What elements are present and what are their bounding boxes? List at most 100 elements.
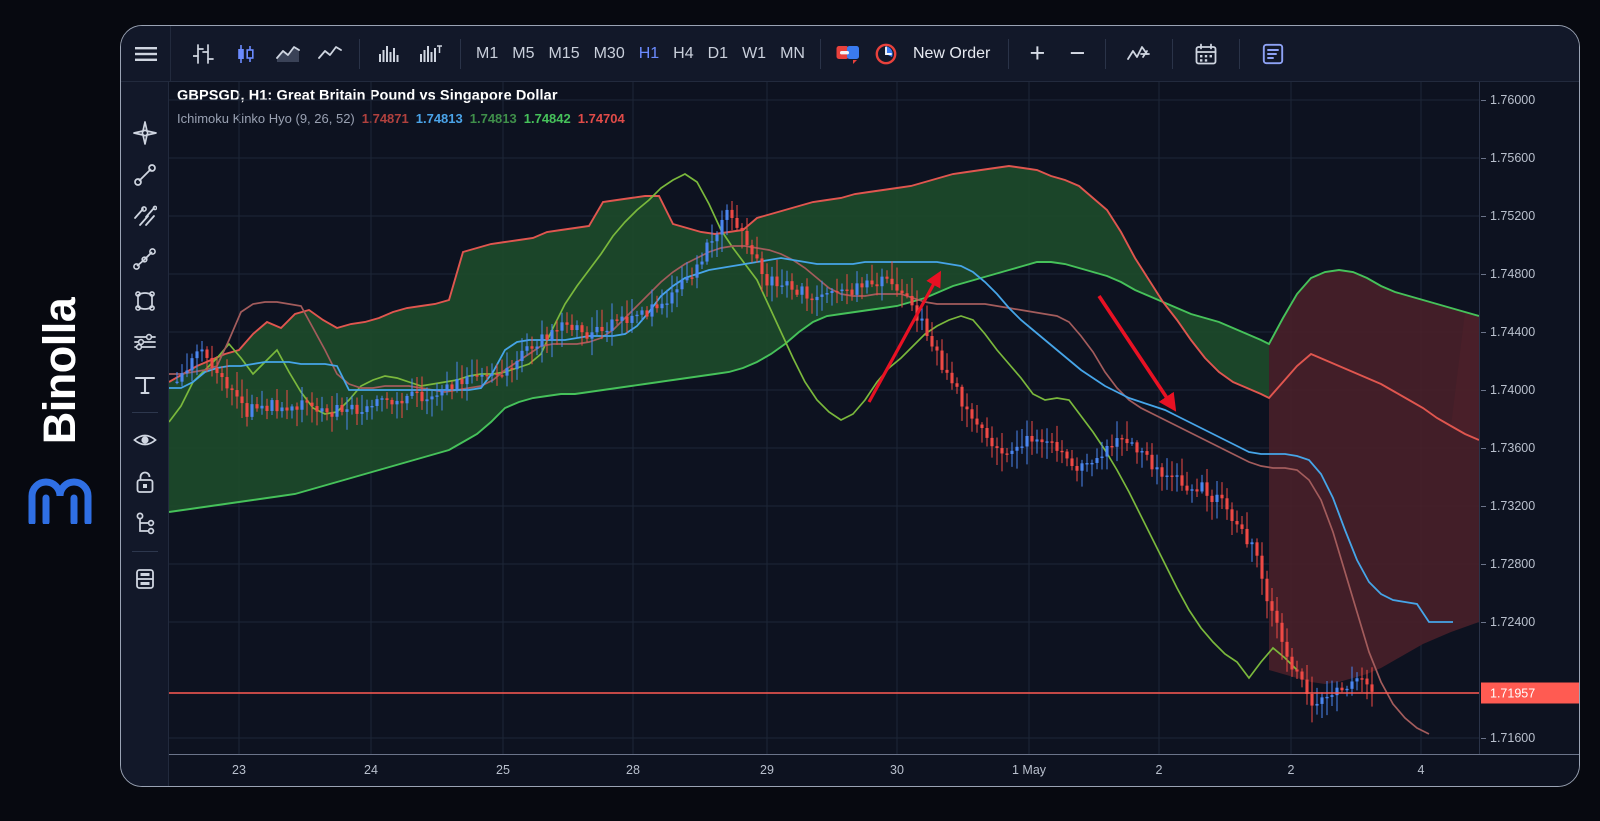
eye-visibility-icon[interactable]: [121, 419, 169, 461]
fib-levels-icon[interactable]: [121, 322, 169, 364]
pending-order-clock-icon[interactable]: [869, 26, 903, 82]
terminal-window: M1 M5 M15 M30 H1 H4 D1 W1 MN New Order: [120, 25, 1580, 787]
layers-icon[interactable]: [121, 558, 169, 600]
candle-body: [1015, 446, 1019, 451]
candle-body: [300, 400, 304, 410]
candle-body: [1340, 687, 1344, 691]
candle-body: [425, 399, 429, 402]
senkou-span-b-line: [169, 165, 1479, 441]
candle-body: [1320, 697, 1324, 704]
candle-body: [435, 395, 439, 397]
trend-line-icon[interactable]: [121, 154, 169, 196]
time-tick: 24: [364, 763, 378, 777]
price-plot[interactable]: [169, 82, 1479, 754]
candle-body: [345, 409, 349, 412]
area-chart-icon[interactable]: [267, 26, 309, 82]
new-order-button[interactable]: New Order: [912, 44, 991, 62]
timeframe-h4[interactable]: H4: [673, 44, 694, 62]
candle-body: [535, 346, 539, 349]
price-tick: 1.73200: [1480, 499, 1536, 513]
parallel-channel-icon[interactable]: [121, 196, 169, 238]
candle-body: [1060, 450, 1064, 453]
volume-bars-icon[interactable]: [368, 26, 410, 82]
shape-icon[interactable]: [121, 280, 169, 322]
candle-body: [1190, 489, 1194, 491]
candle-body: [1300, 671, 1304, 680]
candle-body: [580, 325, 584, 333]
time-tick: 2: [1287, 763, 1295, 777]
candle-body: [665, 303, 669, 305]
bar-chart-icon[interactable]: [183, 26, 225, 82]
candle-body: [660, 303, 664, 309]
toolbar-divider: [1239, 38, 1241, 69]
text-tool-icon[interactable]: [121, 364, 169, 406]
candle-body: [380, 398, 384, 400]
candle-body: [910, 295, 914, 306]
zoom-in-button[interactable]: +: [1029, 38, 1046, 68]
timeframe-m1[interactable]: M1: [476, 44, 499, 62]
candle-body: [1150, 454, 1154, 470]
toolbar-divider: [1105, 38, 1107, 69]
time-scale[interactable]: 23 24 25 28 29 30 1 May 2 2 4: [169, 754, 1579, 786]
price-scale[interactable]: 1.76000 1.75600 1.75200 1.74800 1.74400 1.740…: [1479, 82, 1579, 754]
indicators-icon[interactable]: [1114, 26, 1164, 82]
hamburger-menu-icon[interactable]: [121, 26, 171, 82]
candle-body: [670, 292, 674, 304]
candle-body: [1295, 669, 1299, 672]
zoom-out-button[interactable]: −: [1069, 38, 1086, 68]
timeframe-mn[interactable]: MN: [780, 44, 805, 62]
timeframe-d1[interactable]: D1: [707, 44, 729, 62]
timeframe-m30[interactable]: M30: [593, 44, 625, 62]
candle-body: [800, 286, 804, 295]
candle-body: [325, 408, 329, 413]
candle-body: [1325, 696, 1329, 699]
calendar-icon[interactable]: [1181, 26, 1231, 82]
notes-panel-icon[interactable]: [1248, 26, 1298, 82]
timeframe-m15[interactable]: M15: [548, 44, 580, 62]
price-tick: 1.72800: [1480, 557, 1536, 571]
candle-body: [850, 289, 854, 295]
candle-body: [765, 274, 769, 286]
candle-body: [295, 406, 299, 410]
candle-body: [640, 310, 644, 315]
candle-body: [1305, 679, 1309, 694]
candle-body: [1020, 446, 1024, 448]
candle-body: [330, 412, 334, 417]
candle-body: [370, 405, 374, 408]
candlestick-icon[interactable]: [225, 26, 267, 82]
time-tick: 28: [626, 763, 640, 777]
candle-body: [1055, 441, 1059, 451]
trade-panel-icon[interactable]: [829, 26, 869, 82]
lock-icon[interactable]: [121, 461, 169, 503]
timeframe-h1[interactable]: H1: [638, 44, 660, 62]
candle-body: [740, 227, 744, 231]
candle-body: [485, 374, 489, 377]
candle-body: [1100, 456, 1104, 459]
candle-body: [1180, 475, 1184, 486]
line-chart-icon[interactable]: [309, 26, 351, 82]
candle-body: [870, 280, 874, 285]
timeframe-w1[interactable]: W1: [742, 44, 767, 62]
candle-body: [730, 209, 734, 218]
candle-body: [950, 372, 954, 384]
volume-profile-icon[interactable]: [410, 26, 452, 82]
timeframe-m5[interactable]: M5: [512, 44, 535, 62]
candle-body: [475, 375, 479, 377]
candle-body: [895, 284, 899, 291]
candle-body: [290, 406, 294, 411]
tree-branch-icon[interactable]: [121, 503, 169, 545]
candle-body: [555, 330, 559, 332]
candle-body: [1075, 466, 1079, 471]
candle-body: [1160, 467, 1164, 477]
candle-body: [845, 289, 849, 291]
candle-body: [1035, 439, 1039, 442]
candle-body: [1110, 445, 1114, 448]
chart-area[interactable]: GBPSGD, H1: Great Britain Pound vs Singa…: [169, 82, 1579, 786]
candle-body: [230, 388, 234, 391]
polyline-icon[interactable]: [121, 238, 169, 280]
candle-body: [595, 326, 599, 333]
candle-body: [235, 390, 239, 397]
crosshair-icon[interactable]: [121, 112, 169, 154]
candle-body: [1040, 439, 1044, 443]
time-tick: 2: [1155, 763, 1163, 777]
